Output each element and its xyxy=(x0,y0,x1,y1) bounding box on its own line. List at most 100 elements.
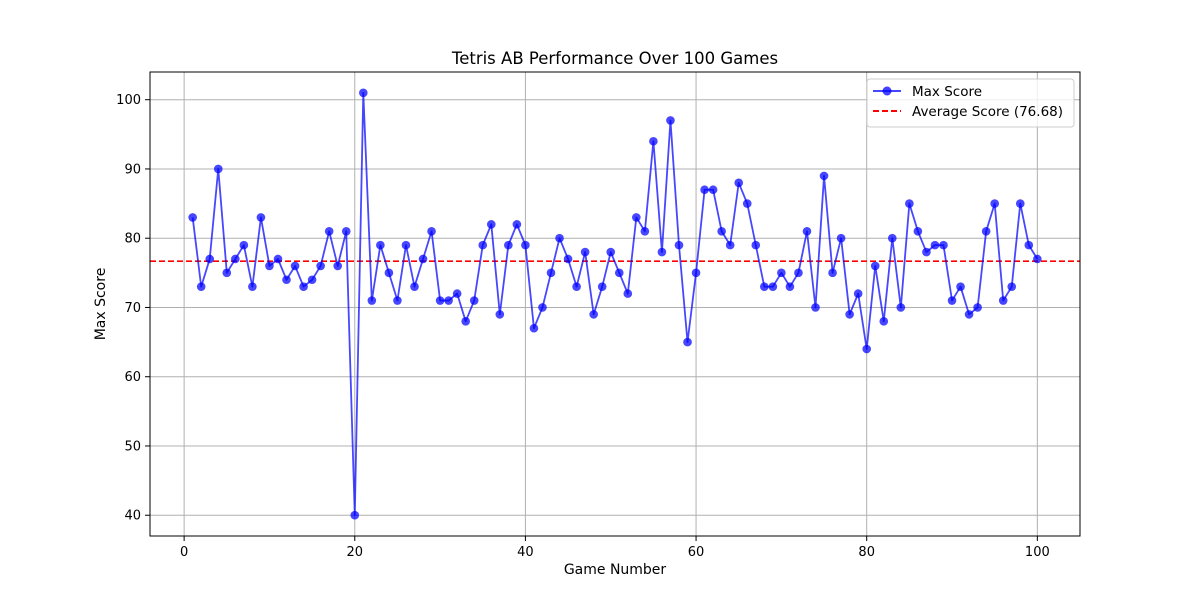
data-point xyxy=(879,317,889,326)
data-point xyxy=(683,337,692,347)
data-point xyxy=(802,226,812,236)
x-axis-ticks: 0 20 40 60 80 100 xyxy=(180,536,1050,560)
data-point xyxy=(273,254,283,264)
data-point xyxy=(845,310,854,319)
data-point xyxy=(708,185,718,195)
x-tick-label: 80 xyxy=(858,545,875,560)
data-point xyxy=(1033,254,1042,264)
data-point xyxy=(478,240,488,250)
data-point xyxy=(461,317,470,326)
x-tick-label: 60 xyxy=(688,545,705,560)
data-point xyxy=(905,199,914,208)
y-tick-label: 40 xyxy=(124,509,141,524)
data-point xyxy=(649,136,658,146)
data-point xyxy=(452,289,462,298)
data-point xyxy=(538,303,547,312)
data-point xyxy=(1007,282,1017,291)
x-tick-label: 0 xyxy=(180,545,188,560)
data-point xyxy=(998,296,1008,305)
data-point xyxy=(811,303,820,312)
data-point xyxy=(495,310,505,319)
data-point xyxy=(213,164,223,174)
y-tick-label: 50 xyxy=(124,439,141,454)
data-point xyxy=(956,282,965,291)
data-point xyxy=(563,254,573,264)
plot-area-frame xyxy=(149,71,1081,537)
data-point xyxy=(299,282,308,291)
data-point xyxy=(486,220,496,229)
data-point xyxy=(231,254,240,264)
data-point xyxy=(248,282,257,291)
data-point xyxy=(1015,199,1025,208)
data-point xyxy=(555,233,564,243)
data-point xyxy=(393,296,402,305)
data-point xyxy=(947,296,957,305)
series-line-max-score xyxy=(191,91,1039,517)
data-point xyxy=(939,240,948,250)
data-point xyxy=(572,282,581,291)
data-point xyxy=(930,240,940,250)
data-point xyxy=(341,226,351,236)
data-point xyxy=(717,226,726,236)
data-point xyxy=(239,240,249,250)
data-point xyxy=(367,296,377,305)
data-point xyxy=(222,268,232,278)
data-point xyxy=(606,247,616,257)
legend: Max Score Average Score (76.68) xyxy=(866,78,1075,128)
data-point xyxy=(751,240,761,250)
data-point xyxy=(674,240,684,250)
x-tick-label: 20 xyxy=(346,545,363,560)
x-tick-label: 100 xyxy=(1025,545,1050,560)
data-point xyxy=(734,178,744,188)
data-point xyxy=(887,233,897,243)
data-point xyxy=(614,268,624,278)
data-point xyxy=(333,261,343,271)
data-point xyxy=(188,213,197,222)
data-point xyxy=(290,261,300,271)
data-point xyxy=(853,289,863,298)
data-point xyxy=(640,226,650,236)
data-point xyxy=(282,275,291,285)
data-point xyxy=(265,261,274,271)
legend-box xyxy=(866,78,1075,128)
data-point xyxy=(307,275,317,285)
data-point xyxy=(777,268,786,278)
data-point xyxy=(589,310,598,319)
data-point xyxy=(785,282,795,291)
data-point xyxy=(350,510,360,520)
data-point xyxy=(691,268,701,278)
data-point xyxy=(862,344,871,354)
legend-label-max-score: Max Score xyxy=(912,84,982,100)
data-point xyxy=(580,247,590,257)
data-point xyxy=(922,247,931,257)
x-tick-label: 40 xyxy=(517,545,534,560)
data-point xyxy=(521,240,530,250)
data-point xyxy=(435,296,445,305)
y-axis-label: Max Score xyxy=(93,268,109,341)
data-point xyxy=(256,213,266,222)
y-tick-label: 80 xyxy=(124,232,141,247)
series-group xyxy=(188,88,1042,520)
y-tick-label: 90 xyxy=(124,162,141,177)
data-point xyxy=(1024,240,1034,250)
data-point xyxy=(913,226,923,236)
legend-marker-max-score xyxy=(882,86,892,96)
y-tick-label: 70 xyxy=(124,301,141,316)
data-point xyxy=(973,303,982,312)
data-point xyxy=(444,296,453,305)
data-point xyxy=(964,310,974,319)
data-point xyxy=(632,213,641,222)
x-axis-label: Game Number xyxy=(564,562,667,578)
data-point xyxy=(623,289,633,298)
data-point xyxy=(666,116,675,125)
data-point xyxy=(529,323,539,333)
data-point xyxy=(196,282,206,291)
data-point xyxy=(546,268,556,278)
data-point xyxy=(990,199,999,208)
data-point xyxy=(725,240,735,250)
data-point xyxy=(794,268,803,278)
data-point xyxy=(427,226,436,236)
data-point xyxy=(418,254,428,264)
data-point xyxy=(836,233,846,243)
data-point xyxy=(760,282,769,291)
